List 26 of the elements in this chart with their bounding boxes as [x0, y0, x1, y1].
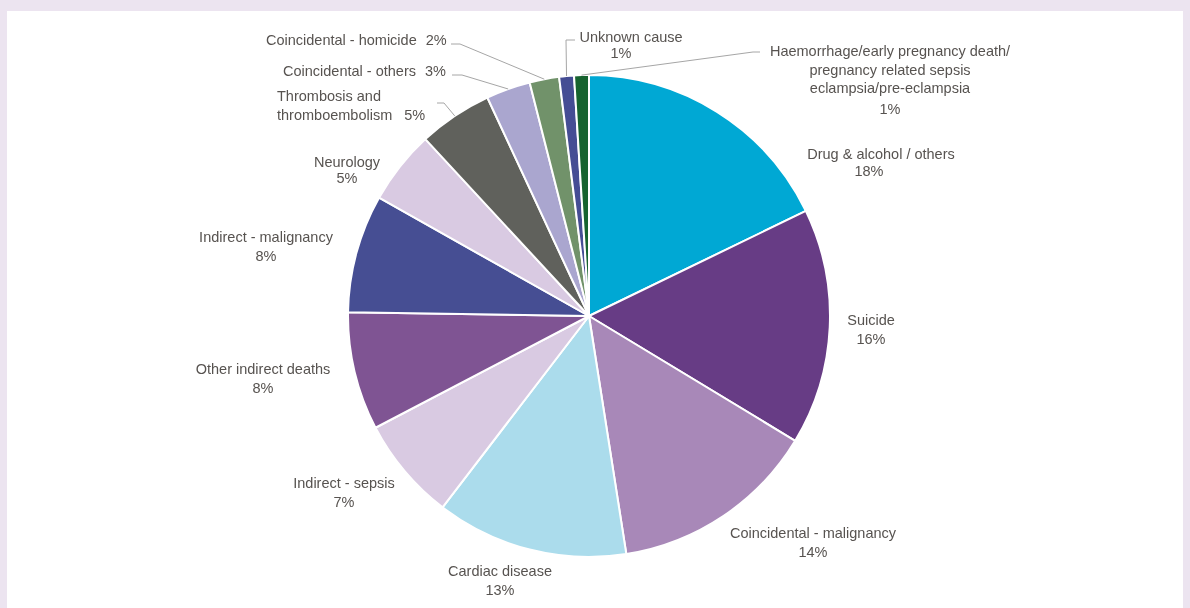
data-label: 5% — [336, 170, 358, 186]
slice-label: Cardiac disease — [448, 563, 552, 579]
slice-label: Indirect - sepsis — [293, 475, 395, 491]
data-label: 2% — [425, 32, 447, 48]
data-label: 1% — [610, 45, 632, 61]
slice-label: Unknown cause — [579, 29, 683, 45]
data-label: 14% — [798, 543, 828, 560]
data-label: 8% — [252, 379, 274, 396]
data-label: 3% — [424, 63, 447, 79]
slice-label: Drug & alcohol / others — [807, 146, 955, 162]
slice-label: Coincidental - malignancy — [729, 525, 897, 541]
slice-label: Other indirect deaths — [195, 361, 331, 377]
slice-label: Neurology — [313, 154, 381, 170]
slice-label: Thrombosis and thromboembolism — [277, 88, 393, 123]
data-label: 7% — [333, 493, 355, 510]
data-label: 5% — [404, 106, 426, 123]
data-label: 8% — [255, 247, 277, 264]
data-label: 18% — [854, 162, 884, 179]
data-label: 1% — [879, 100, 901, 117]
slice-label: Haemorrhage/early pregnancy death/ pregnancy related sepsis eclampsia/pre-eclampsia — [769, 43, 1012, 96]
data-label: 13% — [485, 581, 515, 598]
slice-label: Coincidental - others — [283, 63, 416, 79]
slice-label: Suicide — [847, 312, 895, 328]
slice-label: Coincidental - homicide — [266, 32, 417, 48]
slice-label: Indirect - malignancy — [199, 229, 334, 245]
data-label: 16% — [856, 330, 886, 347]
